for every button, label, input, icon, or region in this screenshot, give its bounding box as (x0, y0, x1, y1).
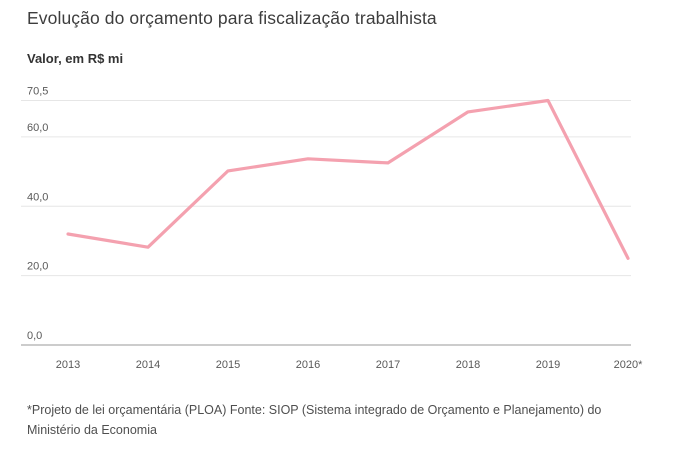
source-note: *Projeto de lei orçamentária (PLOA) Font… (27, 403, 602, 437)
y-tick-label: 0,0 (27, 330, 42, 342)
data-line-series (66, 98, 630, 260)
x-tick-label: 2018 (456, 359, 480, 371)
y-tick-label: 60,0 (27, 122, 48, 134)
y-axis-unit-label: Valor, em R$ mi (27, 51, 124, 66)
x-tick-label: 2019 (536, 359, 560, 371)
x-tick-label: 2013 (56, 359, 80, 371)
x-tick-label: 2014 (136, 359, 160, 371)
y-tick-label: 40,0 (27, 191, 48, 203)
y-tick-label: 20,0 (27, 261, 48, 273)
y-tick-label: 70,5 (27, 86, 48, 98)
line-chart: 0,0 20,0 40,0 60,0 70,5 2013 2014 2015 2016 2017 2… (21, 86, 643, 371)
x-tick-label: 2020* (614, 359, 643, 371)
x-tick-label: 2015 (216, 359, 240, 371)
x-tick-label: 2016 (296, 359, 320, 371)
chart-title: Evolução do orçamento para fiscalização … (27, 8, 437, 28)
x-tick-label: 2017 (376, 359, 400, 371)
